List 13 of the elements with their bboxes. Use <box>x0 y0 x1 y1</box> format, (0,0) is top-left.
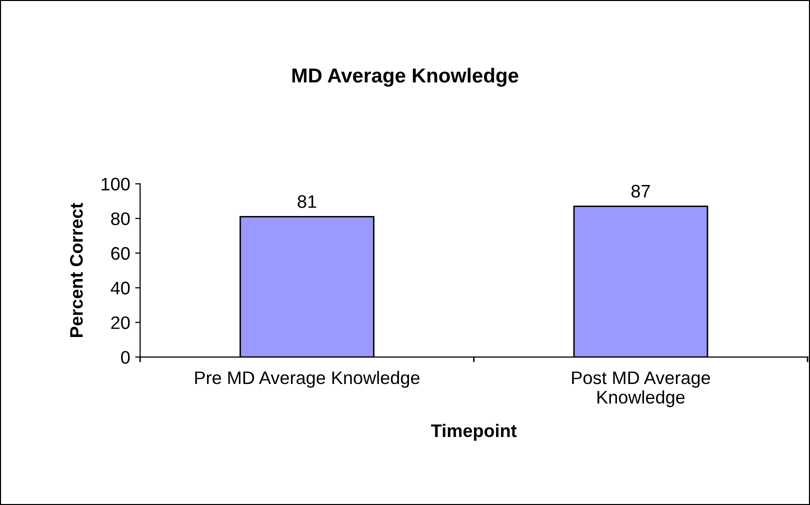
data-label: 81 <box>298 195 316 208</box>
y-tick-label: 40 <box>110 282 130 294</box>
y-tick-label: 80 <box>111 212 130 226</box>
chart-title: MD Average Knowledge <box>292 68 518 87</box>
x-axis-title: Timepoint <box>431 424 517 441</box>
y-axis-title: Percent Correct <box>70 202 83 337</box>
x-tick-label: Post MD Average Knowledge <box>572 372 710 408</box>
y-tick-label: 100 <box>102 178 130 191</box>
y-tick-label: 60 <box>111 247 130 260</box>
y-tick-label: 20 <box>111 316 130 330</box>
x-tick-label: Pre MD Average Knowledge <box>195 370 420 388</box>
y-tick-label: 0 <box>121 350 130 364</box>
data-label: 87 <box>631 184 650 198</box>
